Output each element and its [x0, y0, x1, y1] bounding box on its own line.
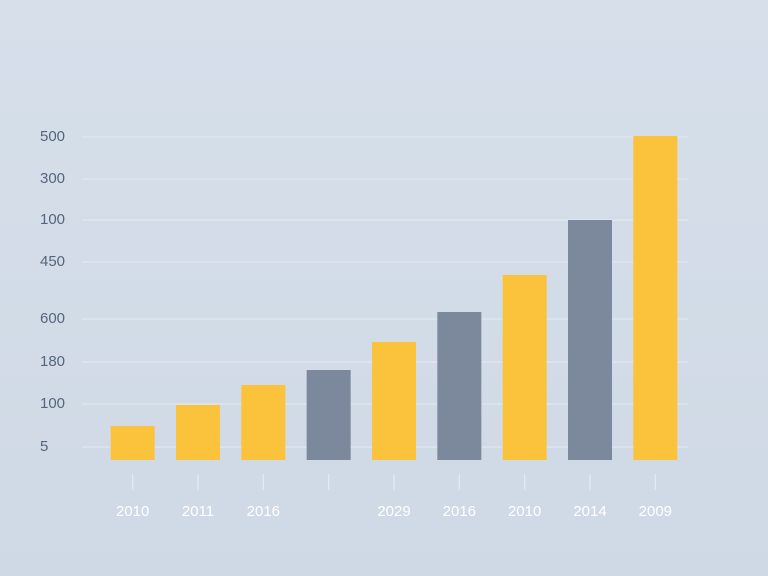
y-tick-label: 180	[40, 353, 65, 370]
bar	[372, 342, 416, 460]
y-tick-label: 500	[40, 128, 65, 145]
x-tick-label: 2010	[508, 503, 541, 520]
y-tick-label: 450	[40, 253, 65, 270]
x-tick-label: 2014	[573, 503, 606, 520]
y-tick-label: 600	[40, 310, 65, 327]
bar	[437, 312, 482, 460]
bar	[110, 426, 155, 460]
x-tick-label: 2016	[443, 503, 476, 520]
y-tick-label: 100	[40, 395, 65, 412]
y-tick-label: 5	[40, 438, 48, 455]
bar	[176, 405, 220, 460]
bar	[633, 136, 678, 460]
x-tick-label: 2010	[116, 503, 149, 520]
bar	[241, 385, 286, 460]
x-tick-label: 2016	[247, 503, 280, 520]
x-tick-label: 2029	[377, 503, 410, 520]
y-tick-label: 100	[40, 211, 65, 228]
x-tick-label: 2009	[639, 503, 672, 520]
x-tick-label: 2011	[182, 503, 214, 520]
bar	[568, 220, 612, 460]
y-tick-label: 300	[40, 170, 65, 187]
bar	[306, 370, 351, 460]
bar	[502, 275, 547, 460]
